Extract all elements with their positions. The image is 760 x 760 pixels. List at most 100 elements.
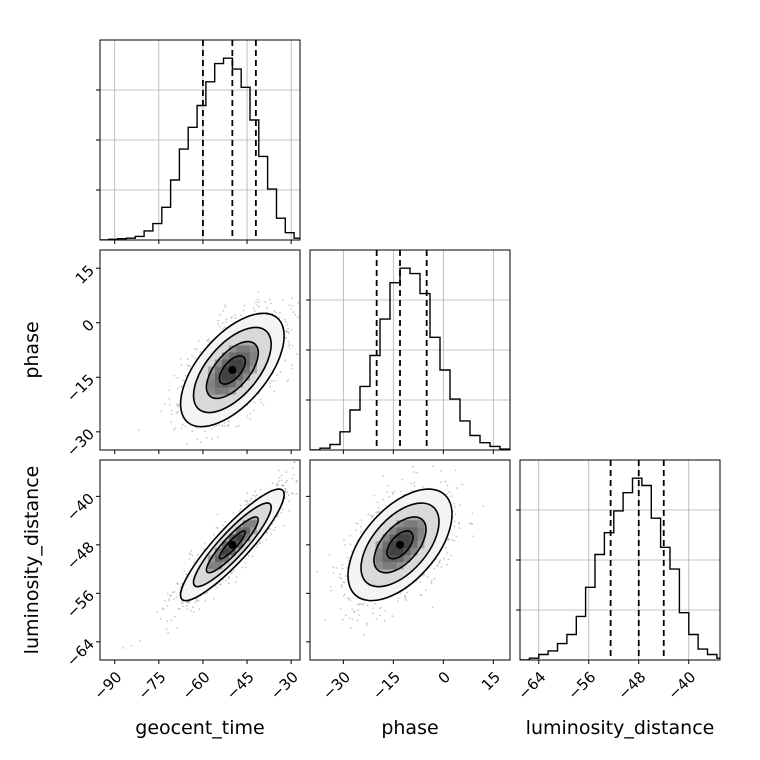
luminosity_distance-vs-geocent_time-xtick-label: −60 xyxy=(179,668,214,703)
luminosity_distance-vs-phase-sample-point xyxy=(338,576,341,579)
luminosity_distance-vs-phase-density-cell xyxy=(382,555,390,563)
phase-vs-geocent_time-density-cell xyxy=(214,380,222,388)
luminosity_distance-vs-phase-sample-point xyxy=(365,622,368,625)
phase-vs-geocent_time-sample-point xyxy=(290,367,293,370)
luminosity_distance-vs-geocent_time-sample-point xyxy=(179,608,181,610)
luminosity_distance-vs-geocent_time-sample-point xyxy=(244,499,247,502)
luminosity_distance-vs-phase-sample-point xyxy=(359,525,362,528)
luminosity_distance-vs-geocent_time-sample-point xyxy=(180,602,183,604)
luminosity_distance-vs-geocent_time-sample-point xyxy=(251,555,254,558)
luminosity_distance-vs-phase-sample-point xyxy=(410,482,413,485)
luminosity_distance-vs-phase-sample-point xyxy=(388,495,390,498)
luminosity_distance-vs-geocent_time-sample-point xyxy=(204,600,207,602)
luminosity_distance-vs-geocent_time-center-marker xyxy=(228,540,237,549)
luminosity_distance-vs-geocent_time-sample-point xyxy=(282,524,285,527)
phase-vs-geocent_time-sample-point xyxy=(285,321,287,323)
luminosity_distance-vs-phase-xtick-label: 15 xyxy=(478,668,504,694)
luminosity_distance-vs-geocent_time-sample-point xyxy=(188,601,191,603)
phase-vs-geocent_time-sample-point xyxy=(188,364,191,367)
luminosity_distance-vs-geocent_time-sample-point xyxy=(254,490,257,493)
luminosity_distance-vs-geocent_time-sample-point xyxy=(280,474,283,477)
phase-vs-geocent_time-sample-point xyxy=(291,297,293,300)
luminosity_distance-vs-geocent_time-sample-point xyxy=(191,554,194,557)
phase-vs-geocent_time-ytick-label: −30 xyxy=(63,425,98,460)
luminosity_distance-vs-geocent_time-sample-point xyxy=(286,491,289,494)
phase-vs-geocent_time-density-cell xyxy=(221,359,229,367)
luminosity_distance-vs-geocent_time-ytick-label: −40 xyxy=(63,490,98,525)
luminosity_distance-vs-phase-sample-point xyxy=(330,589,333,592)
luminosity_distance-vs-phase-sample-point xyxy=(340,577,343,580)
luminosity_distance-vs-phase-sample-point xyxy=(353,610,356,612)
luminosity_distance-vs-phase-sample-point xyxy=(406,591,408,594)
luminosity_distance-vs-geocent_time-xtick-label: −75 xyxy=(134,668,169,703)
phase-vs-geocent_time-sample-point xyxy=(279,371,282,374)
geocent_time-marginal xyxy=(100,40,300,240)
phase-vs-geocent_time-sample-point xyxy=(255,301,257,304)
luminosity_distance-vs-phase-sample-point xyxy=(375,618,378,621)
luminosity_distance-vs-geocent_time-sample-point xyxy=(197,599,200,601)
phase-vs-geocent_time-sample-point xyxy=(181,423,184,426)
phase-vs-geocent_time-sample-point xyxy=(288,343,291,345)
luminosity_distance-vs-phase-sample-point xyxy=(367,513,370,516)
luminosity_distance-vs-geocent_time-ytick-label: −48 xyxy=(63,538,98,573)
luminosity_distance-vs-phase-density-cell xyxy=(396,562,404,570)
luminosity_distance-vs-phase-sample-point xyxy=(397,597,400,600)
phase-vs-geocent_time-sample-point xyxy=(218,424,220,427)
luminosity_distance-vs-phase-density-cell xyxy=(403,541,411,549)
luminosity_distance-vs-phase-sample-point xyxy=(348,597,351,600)
xlabel-geocent-time: geocent_time xyxy=(135,717,264,739)
luminosity_distance-vs-phase-density-cell xyxy=(375,548,383,556)
phase-vs-geocent_time-sample-point xyxy=(253,307,255,309)
luminosity_distance-vs-phase-sample-point xyxy=(360,519,363,521)
phase-vs-geocent_time-sample-point xyxy=(223,421,226,424)
phase-vs-geocent_time-sample-point xyxy=(207,339,210,342)
luminosity_distance-vs-geocent_time-sample-point xyxy=(177,607,180,610)
luminosity_distance-vs-geocent_time-sample-point xyxy=(239,504,242,507)
phase-vs-geocent_time-sample-point xyxy=(222,309,225,312)
luminosity_distance-vs-phase-sample-point xyxy=(412,465,414,468)
luminosity_distance-vs-geocent_time-sample-point xyxy=(163,608,165,610)
phase-vs-geocent_time-sample-point xyxy=(163,403,166,406)
phase-vs-geocent_time-density-cell xyxy=(242,373,250,381)
luminosity_distance-vs-geocent_time-sample-point xyxy=(285,471,288,474)
luminosity_distance-vs-phase-density-cell xyxy=(403,534,411,542)
luminosity_distance-vs-geocent_time-sample-point xyxy=(238,510,241,513)
luminosity_distance-vs-geocent_time-contour-line xyxy=(192,502,272,588)
luminosity_distance-vs-phase-sample-point xyxy=(400,490,402,493)
phase-vs-geocent_time-sample-point xyxy=(176,376,179,379)
xlabel-phase: phase xyxy=(381,717,438,739)
luminosity_distance-vs-phase-density-cell xyxy=(389,527,397,535)
phase-vs-geocent_time-density-cell xyxy=(221,366,229,374)
luminosity_distance-vs-geocent_time-sample-point xyxy=(303,474,305,476)
luminosity_distance-vs-geocent_time-sample-point xyxy=(276,482,279,485)
luminosity_distance-vs-phase-sample-point xyxy=(349,534,352,537)
luminosity_distance-vs-geocent_time-sample-point xyxy=(256,545,258,548)
luminosity_distance-vs-geocent_time-sample-point xyxy=(163,599,166,602)
luminosity_distance-vs-geocent_time-sample-point xyxy=(232,512,235,515)
luminosity_distance-vs-geocent_time-sample-point xyxy=(282,484,285,487)
luminosity_distance-vs-phase-sample-point xyxy=(372,514,375,517)
luminosity_distance-vs-phase-sample-point xyxy=(391,491,394,494)
phase-vs-geocent_time-sample-point xyxy=(210,428,213,431)
luminosity_distance-vs-geocent_time-density-cell xyxy=(242,534,250,542)
luminosity_distance-vs-phase-sample-point xyxy=(357,609,359,612)
luminosity_distance-vs-geocent_time-sample-point xyxy=(155,611,158,613)
phase-vs-geocent_time-density-cell xyxy=(228,359,236,367)
luminosity_distance-vs-geocent_time-sample-point xyxy=(233,570,236,572)
luminosity_distance-vs-geocent_time-sample-point xyxy=(138,640,141,642)
luminosity_distance-vs-geocent_time-sample-point xyxy=(206,591,209,594)
luminosity_distance-vs-phase-sample-point xyxy=(343,539,345,542)
luminosity_distance-vs-phase-sample-point xyxy=(386,491,388,493)
phase-vs-geocent_time-ytick-label: 15 xyxy=(72,261,98,287)
luminosity_distance-vs-phase-sample-point xyxy=(328,554,331,556)
luminosity_distance-marginal-xtick-label: −40 xyxy=(664,668,699,703)
luminosity_distance-vs-geocent_time-sample-point xyxy=(266,531,268,534)
luminosity_distance-vs-geocent_time-sample-point xyxy=(278,480,280,483)
phase-vs-geocent_time-density-cell xyxy=(242,366,250,374)
luminosity_distance-vs-geocent_time-sample-point xyxy=(203,542,206,545)
luminosity_distance-vs-geocent_time-sample-point xyxy=(278,469,280,472)
luminosity_distance-vs-geocent_time-sample-point xyxy=(170,619,173,621)
phase-vs-geocent_time-sample-point xyxy=(286,330,288,333)
luminosity_distance-vs-geocent_time-sample-point xyxy=(186,608,189,610)
luminosity_distance-vs-geocent_time-density-cell xyxy=(242,520,250,528)
